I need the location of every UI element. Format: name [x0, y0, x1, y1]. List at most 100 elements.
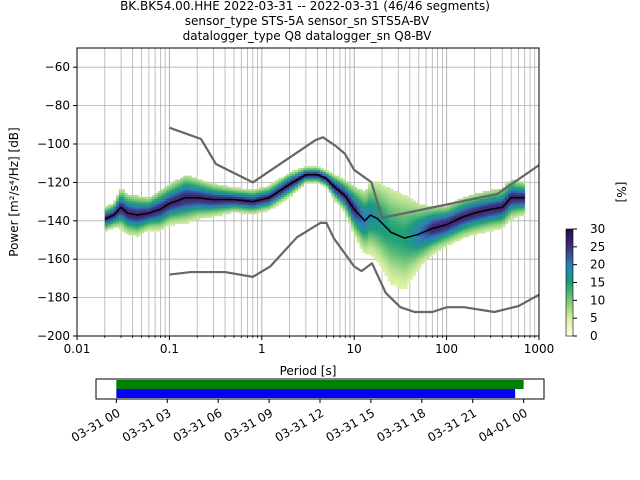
- density-cell: [171, 189, 176, 192]
- density-cell: [328, 185, 332, 188]
- density-cell: [426, 242, 430, 245]
- density-cell: [502, 221, 506, 224]
- density-cell: [454, 210, 458, 213]
- density-cell: [401, 194, 405, 197]
- density-cell: [446, 239, 450, 242]
- density-cell: [253, 202, 257, 205]
- density-cell: [446, 237, 450, 240]
- density-cell: [348, 206, 352, 209]
- density-cell: [519, 208, 523, 211]
- density-cell: [185, 214, 190, 217]
- density-cell: [233, 210, 237, 213]
- density-cell: [171, 181, 176, 184]
- density-cell: [395, 265, 400, 269]
- density-cell: [351, 185, 355, 188]
- density-cell: [404, 269, 408, 272]
- density-cell: [160, 202, 164, 205]
- density-cell: [208, 214, 212, 217]
- density-cell: [505, 210, 509, 213]
- density-cell: [272, 183, 276, 186]
- density-cell: [185, 198, 190, 201]
- density-cell: [144, 196, 148, 199]
- density-cell: [194, 187, 198, 190]
- density-cell: [188, 183, 192, 186]
- density-cell: [423, 210, 428, 213]
- density-cell: [255, 189, 260, 192]
- density-cell: [482, 191, 486, 194]
- density-cell: [398, 194, 402, 197]
- density-cell: [404, 198, 408, 201]
- density-cell: [160, 204, 164, 207]
- density-cell: [521, 200, 526, 203]
- density-cell: [188, 210, 192, 213]
- density-cell: [130, 221, 134, 224]
- density-cell: [166, 214, 170, 217]
- density-cell: [127, 206, 131, 209]
- density-cell: [505, 192, 509, 196]
- density-cell: [295, 175, 299, 178]
- density-cell: [233, 192, 237, 196]
- density-cell: [432, 219, 436, 222]
- density-cell: [351, 198, 355, 201]
- density-cell: [418, 231, 422, 234]
- density-cell: [423, 212, 428, 215]
- density-cell: [384, 256, 388, 259]
- density-cell: [353, 208, 358, 211]
- density-cell: [479, 216, 484, 219]
- density-cell: [499, 194, 503, 197]
- density-cell: [180, 210, 184, 213]
- density-cell: [449, 214, 453, 217]
- density-cell: [491, 217, 495, 221]
- density-cell: [289, 171, 293, 174]
- density-cell: [401, 275, 405, 278]
- density-cell: [219, 200, 223, 203]
- density-cell: [412, 233, 416, 236]
- density-cell: [510, 179, 514, 182]
- density-cell: [454, 217, 458, 221]
- density-cell: [283, 187, 288, 190]
- density-cell: [132, 198, 137, 201]
- density-cell: [370, 244, 374, 247]
- density-cell: [398, 240, 402, 244]
- density-cell: [373, 240, 377, 244]
- density-cell: [351, 219, 355, 222]
- density-cell: [513, 191, 517, 194]
- density-cell: [339, 185, 344, 188]
- density-cell: [387, 223, 391, 226]
- density-cell: [337, 177, 341, 180]
- density-cell: [362, 206, 366, 209]
- density-cell: [342, 185, 346, 188]
- density-cell: [331, 194, 335, 197]
- density-cell: [233, 196, 237, 199]
- density-cell: [155, 217, 159, 221]
- density-cell: [418, 229, 422, 232]
- density-cell: [477, 219, 481, 222]
- density-cell: [457, 208, 461, 211]
- density-cell: [421, 237, 425, 240]
- density-cell: [311, 181, 316, 184]
- density-cell: [404, 208, 408, 211]
- density-cell: [118, 189, 123, 192]
- density-cell: [519, 200, 523, 203]
- density-cell: [454, 221, 458, 224]
- density-cell: [267, 192, 271, 196]
- density-cell: [451, 206, 456, 209]
- density-cell: [432, 223, 436, 226]
- density-cell: [379, 187, 383, 190]
- density-cell: [474, 192, 478, 196]
- density-cell: [132, 227, 137, 230]
- density-cell: [219, 185, 223, 188]
- density-cell: [373, 242, 377, 245]
- density-cell: [345, 187, 349, 190]
- density-cell: [306, 168, 310, 171]
- density-cell: [460, 217, 464, 221]
- density-cell: [387, 277, 391, 280]
- density-cell: [418, 204, 422, 207]
- density-cell: [174, 192, 178, 196]
- density-cell: [339, 204, 344, 207]
- density-cell: [278, 192, 282, 196]
- density-cell: [429, 208, 433, 211]
- density-cell: [225, 187, 229, 190]
- colorbar-tick-label: 25: [590, 240, 605, 254]
- density-cell: [264, 210, 268, 213]
